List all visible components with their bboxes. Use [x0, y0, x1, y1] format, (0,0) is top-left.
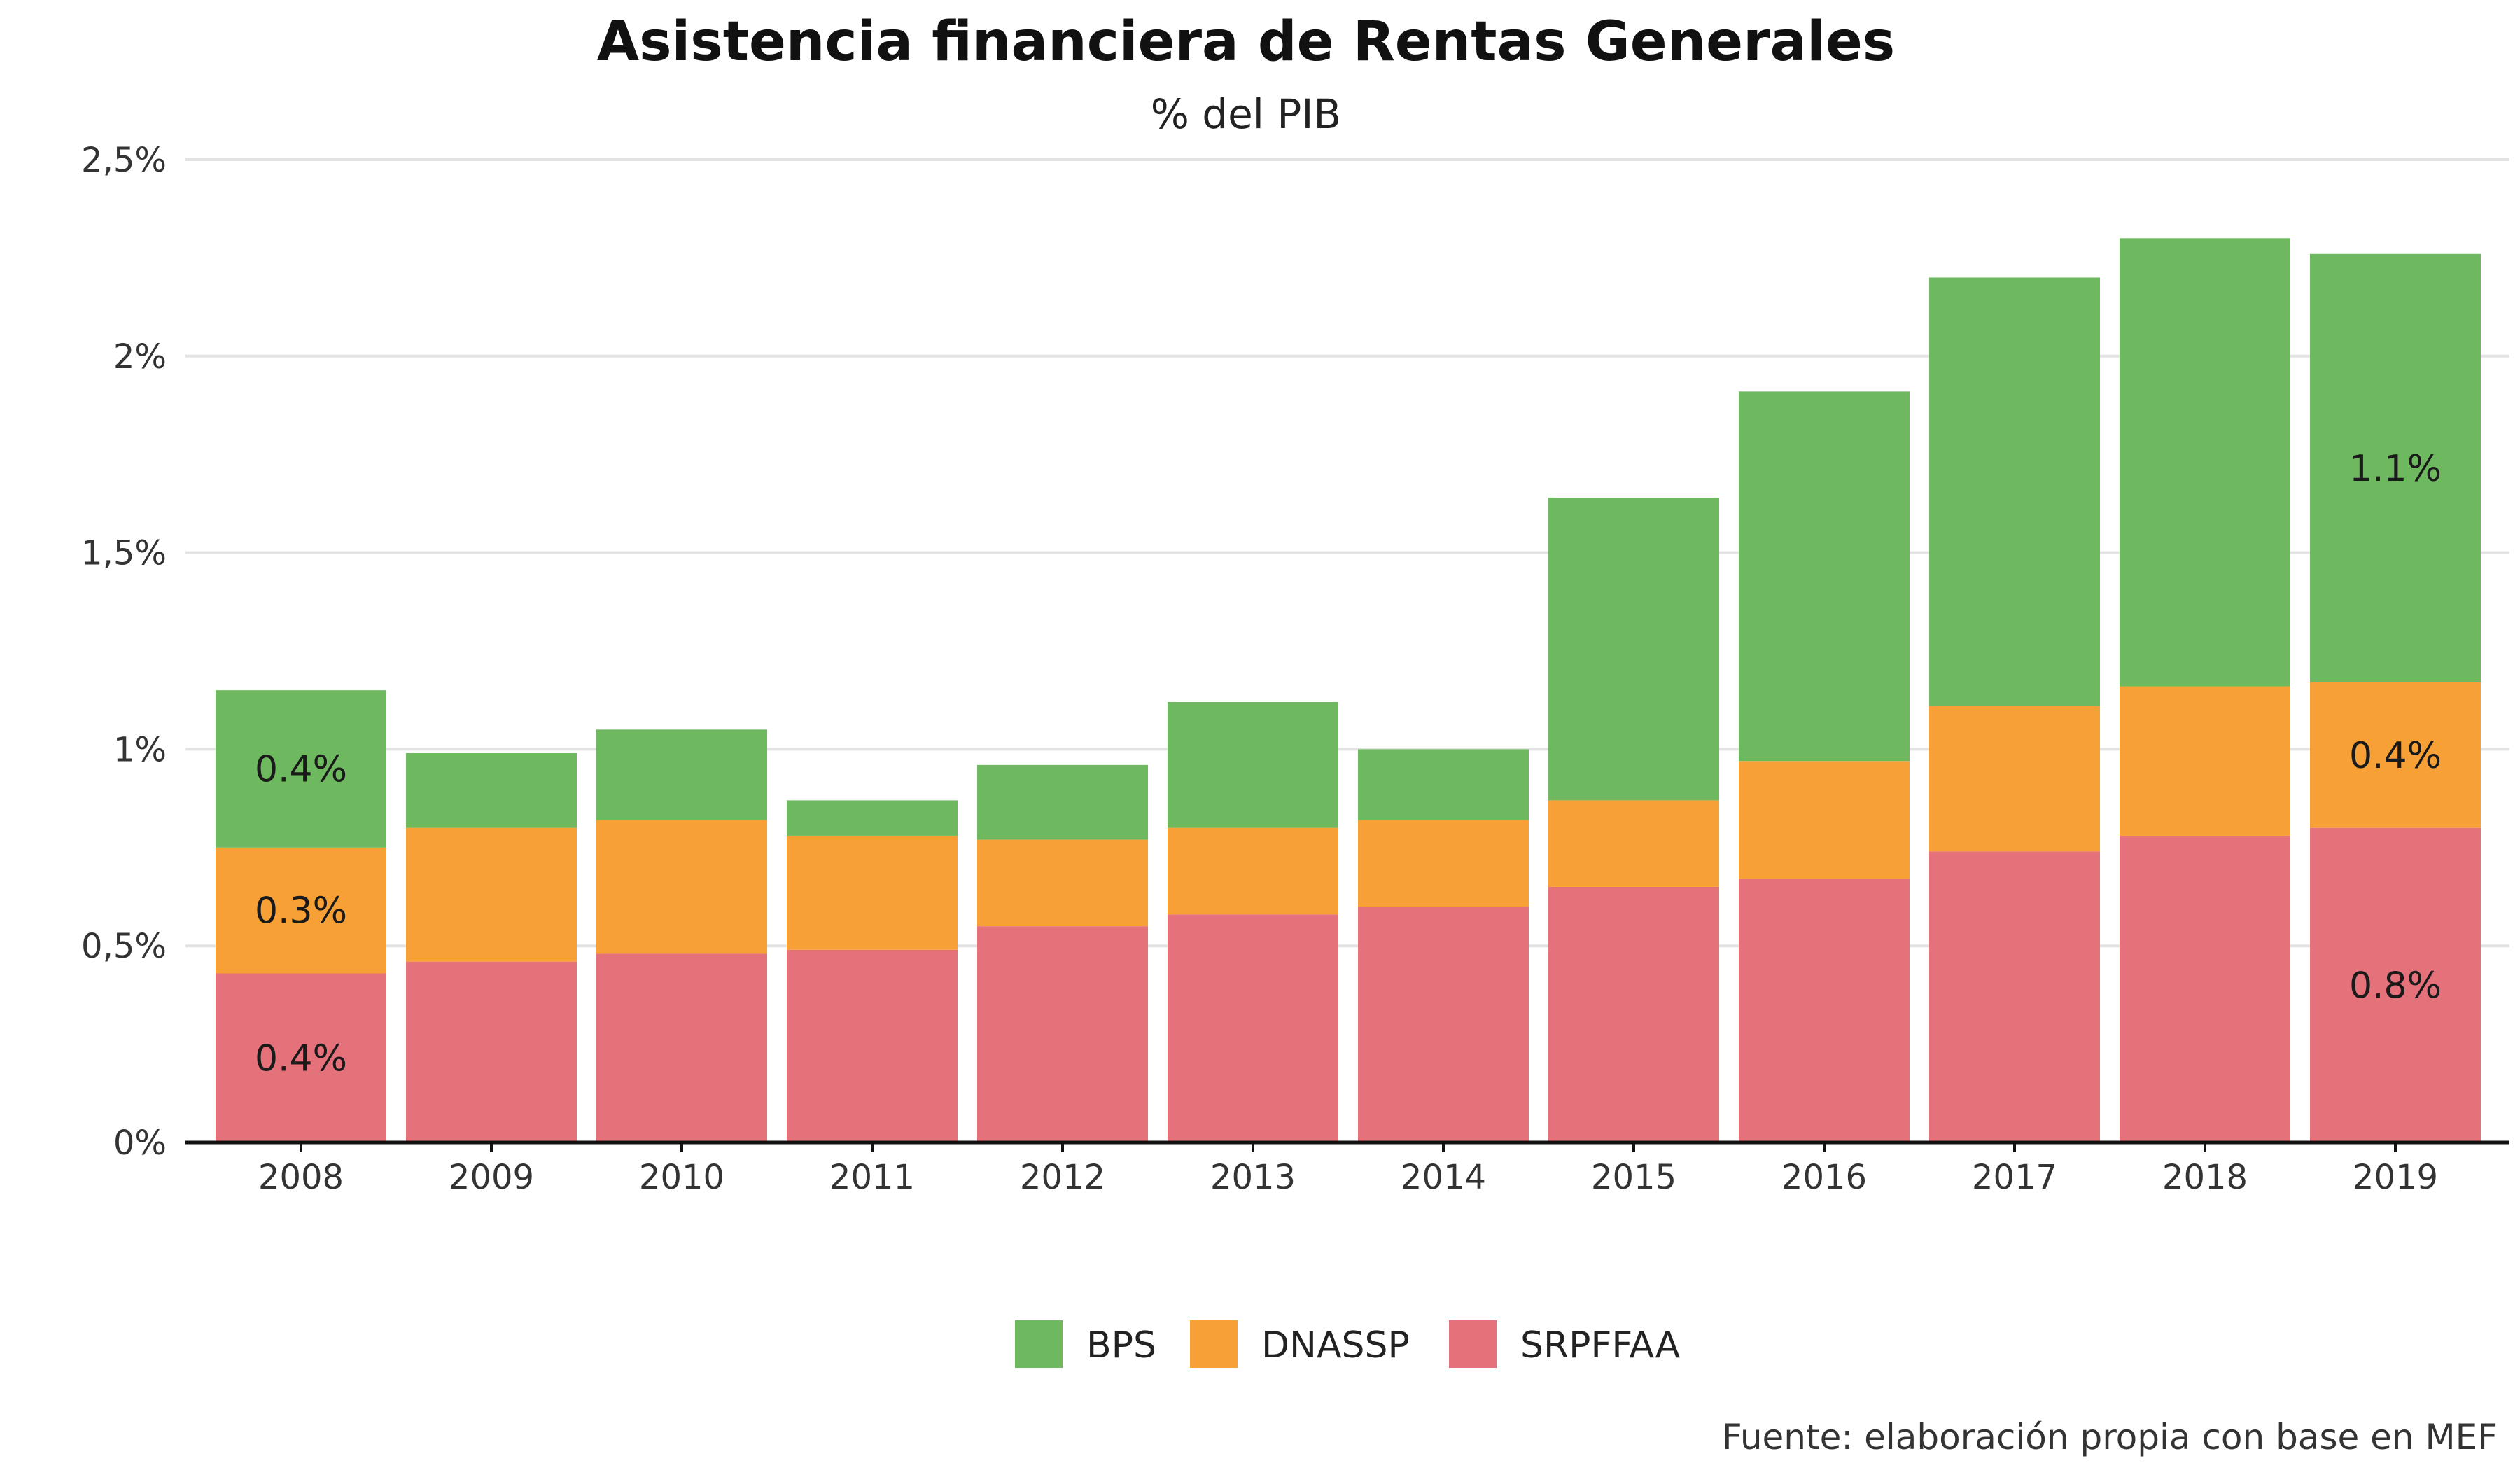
bar-bps-2012: [977, 764, 1148, 840]
data-label-srpffaa-2008: 0.4%: [255, 1037, 347, 1079]
y-axis: 0% 0,5% 1% 1,5% 2% 2,5%: [81, 141, 167, 1163]
x-tick-label-2008: 2008: [258, 1158, 344, 1197]
bar-srpffaa-2018: [2120, 835, 2290, 1142]
bar-srpffaa-2017: [1929, 851, 2100, 1142]
bar-dnassp-2016: [1739, 761, 1910, 879]
bar-dnassp-2017: [1929, 706, 2100, 852]
source-note: Fuente: elaboración propia con base en M…: [1722, 1417, 2498, 1457]
x-tick-label-2011: 2011: [830, 1158, 915, 1197]
bars: [216, 238, 2481, 1142]
bar-srpffaa-2012: [977, 926, 1148, 1142]
data-labels: 0.4% 0.3% 0.4% 0.8% 0.4% 1.1%: [255, 448, 2442, 1079]
bar-dnassp-2010: [596, 820, 767, 954]
legend: BPS DNASSP SRPFFAA: [1015, 1320, 1681, 1368]
bar-bps-2014: [1358, 749, 1529, 820]
x-tick-label-2019: 2019: [2353, 1158, 2438, 1197]
bar-bps-2013: [1168, 702, 1338, 828]
bar-bps-2017: [1929, 277, 2100, 706]
x-tick-label-2016: 2016: [1782, 1158, 1867, 1197]
bar-bps-2015: [1548, 497, 1719, 801]
bar-dnassp-2008: [216, 847, 386, 974]
bar-dnassp-2015: [1548, 800, 1719, 887]
y-tick-label-3: 1,5%: [81, 534, 167, 573]
data-label-srpffaa-2019: 0.8%: [2349, 965, 2442, 1007]
bar-srpffaa-2016: [1739, 878, 1910, 1142]
bar-dnassp-2018: [2120, 686, 2290, 836]
bar-bps-2016: [1739, 391, 1910, 762]
y-tick-label-1: 0,5%: [81, 927, 167, 966]
data-label-bps-2008: 0.4%: [255, 748, 347, 790]
bar-srpffaa-2008: [216, 973, 386, 1142]
bar-dnassp-2013: [1168, 827, 1338, 915]
chart-subtitle: % del PIB: [1151, 90, 1341, 138]
bar-srpffaa-2013: [1168, 914, 1338, 1142]
bar-srpffaa-2019: [2310, 827, 2481, 1142]
x-tick-label-2012: 2012: [1020, 1158, 1105, 1197]
bar-bps-2010: [596, 729, 767, 820]
y-tick-label-5: 2,5%: [81, 141, 167, 180]
y-tick-label-0: 0%: [113, 1124, 167, 1163]
legend-swatch-dnassp: [1190, 1320, 1238, 1368]
x-tick-label-2013: 2013: [1210, 1158, 1296, 1197]
bar-srpffaa-2015: [1548, 886, 1719, 1142]
x-tick-label-2009: 2009: [449, 1158, 534, 1197]
y-tick-label-4: 2%: [113, 337, 167, 377]
data-label-dnassp-2008: 0.3%: [255, 890, 347, 932]
x-axis: 2008 2009 2010 2011 2012 2013 2014 2015 2016 2017…: [186, 1140, 2510, 1197]
bar-bps-2008: [216, 690, 386, 848]
x-tick-label-2014: 2014: [1401, 1158, 1486, 1197]
bar-dnassp-2009: [406, 827, 577, 962]
bar-srpffaa-2009: [406, 961, 577, 1142]
legend-label-srpffaa: SRPFFAA: [1520, 1324, 1681, 1366]
bar-dnassp-2011: [787, 835, 958, 950]
chart-title: Asistencia financiera de Rentas Generale…: [597, 10, 1895, 74]
bar-bps-2019: [2310, 253, 2481, 682]
bar-dnassp-2014: [1358, 820, 1529, 907]
bar-dnassp-2012: [977, 839, 1148, 927]
legend-label-dnassp: DNASSP: [1261, 1324, 1410, 1366]
x-tick-label-2017: 2017: [1972, 1158, 2057, 1197]
legend-label-bps: BPS: [1086, 1324, 1156, 1366]
bar-srpffaa-2011: [787, 949, 958, 1142]
bar-bps-2011: [787, 800, 958, 836]
x-tick-label-2015: 2015: [1591, 1158, 1676, 1197]
bar-bps-2018: [2120, 238, 2290, 687]
data-label-bps-2019: 1.1%: [2349, 448, 2442, 490]
bar-srpffaa-2014: [1358, 906, 1529, 1142]
legend-swatch-bps: [1015, 1320, 1063, 1368]
x-tick-label-2010: 2010: [639, 1158, 724, 1197]
legend-swatch-srpffaa: [1449, 1320, 1497, 1368]
data-label-dnassp-2019: 0.4%: [2349, 735, 2442, 777]
x-tick-label-2018: 2018: [2162, 1158, 2248, 1197]
y-tick-label-2: 1%: [113, 730, 167, 769]
bar-srpffaa-2010: [596, 953, 767, 1142]
bar-dnassp-2019: [2310, 682, 2481, 828]
bar-bps-2009: [406, 753, 577, 828]
